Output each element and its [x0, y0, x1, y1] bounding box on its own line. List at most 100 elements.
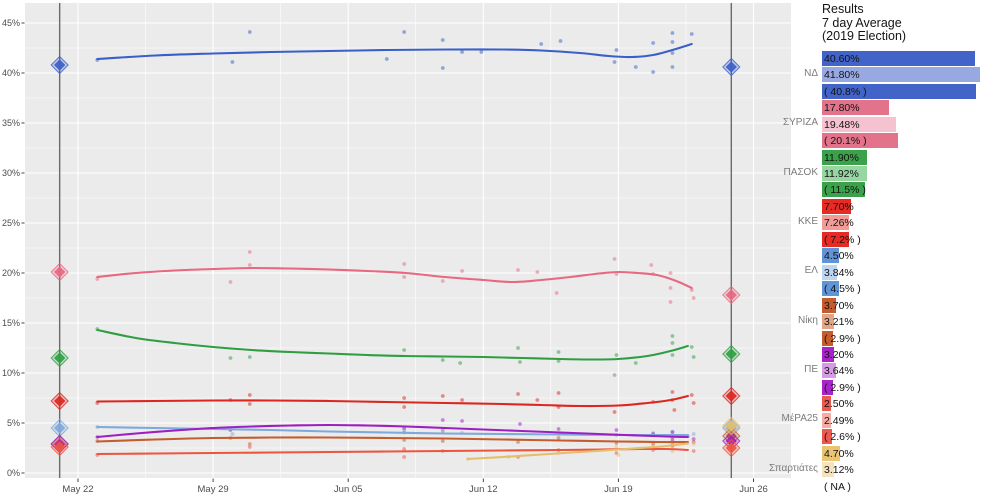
- poll-point-ΠΑΣΟΚ: [670, 353, 675, 357]
- legend-bar-value: 17.80%: [824, 102, 860, 115]
- legend-bar-value: ( 2.9% ): [824, 381, 861, 394]
- party-label: ΚΚΕ: [797, 216, 818, 228]
- may-result-diamond-ΕΛ: [54, 422, 66, 434]
- legend-bar: ( 2.6% ): [822, 429, 861, 445]
- poll-point-ΣΥΡΙΖΑ: [649, 263, 654, 267]
- poll-point-Νίκη: [516, 440, 520, 444]
- poll-point-ΣΥΡΙΖΑ: [95, 277, 100, 281]
- legend-row-ΣΥΡΙΖΑ: ΣΥΡΙΖΑ 17.80% 19.48% ( 20.1% ): [760, 100, 1000, 149]
- poll-point-ΠΕ: [670, 430, 675, 434]
- legend-bar: 17.80%: [822, 100, 890, 116]
- poll-point-ΚΚΕ: [460, 398, 464, 402]
- legend-title-line-average: 7 day Average: [822, 15, 902, 30]
- legend-bar: 4.70%: [822, 445, 854, 461]
- poll-point-ΣΥΡΙΖΑ: [402, 275, 407, 279]
- legend-bar-value: 3.12%: [824, 464, 854, 477]
- may-result-diamond-ΝΔ: [54, 59, 66, 71]
- legend-bar-value: 11.92%: [824, 168, 859, 181]
- trend-line-Σπαρτιάτες: [466, 442, 689, 461]
- legend-bar-value: 4.50%: [824, 250, 854, 263]
- poll-point-ΚΚΕ: [670, 390, 675, 394]
- poll-point-ΝΔ: [614, 48, 619, 52]
- poll-point-ΝΔ: [670, 40, 675, 44]
- legend-row-ΝΔ: ΝΔ 40.60% 41.80% ( 40.8% ): [760, 51, 1000, 100]
- result-diamond-Σπαρτιάτες: [725, 420, 737, 432]
- legend-bar: 2.49%: [822, 412, 854, 428]
- may-result-diamond-ΜέΡΑ25: [54, 441, 66, 453]
- legend-bar: ( 2.9% ): [822, 330, 861, 346]
- poll-point-ΝΔ: [479, 50, 484, 54]
- poll-point-ΣΥΡΙΖΑ: [460, 269, 464, 273]
- legend-bar-value: 3.84%: [824, 266, 854, 279]
- legend-row-ΠΕ: ΠΕ 3.20% 3.64% ( 2.9% ): [760, 347, 1000, 396]
- legend-bar-value: 2.50%: [824, 398, 854, 411]
- poll-point-ΝΔ: [651, 41, 656, 45]
- party-bars: 3.70% 3.21% ( 2.9% ): [822, 297, 861, 347]
- poll-point-ΜέΡΑ25: [691, 449, 696, 453]
- poll-point-ΝΔ: [558, 39, 563, 43]
- x-tick-label: Jun 12: [469, 484, 498, 495]
- legend-bar: 11.90%: [822, 149, 867, 165]
- poll-point-ΝΔ: [539, 42, 544, 46]
- legend-row-Σπαρτιάτες: Σπαρτιάτες 4.70% 3.12% ( NA ): [760, 445, 1000, 495]
- poll-point-ΣΥΡΙΖΑ: [668, 271, 673, 275]
- poll-point-ΝΔ: [247, 30, 252, 34]
- poll-point-ΠΕ: [556, 427, 561, 431]
- poll-point-ΣΥΡΙΖΑ: [535, 270, 540, 274]
- legend-bar: 3.70%: [822, 297, 854, 313]
- poll-point-ΠΑΣΟΚ: [458, 361, 463, 365]
- legend-bar: ( 11.5% ): [822, 182, 866, 198]
- poll-point-ΚΚΕ: [672, 408, 677, 412]
- poll-point-ΜέΡΑ25: [402, 455, 407, 459]
- legend-bar: ( 40.8% ): [822, 83, 977, 99]
- legend-row-ΜέΡΑ25: ΜέΡΑ25 2.50% 2.49% ( 2.6% ): [760, 396, 1000, 445]
- may-result-diamond-ΠΑΣΟΚ: [54, 352, 66, 364]
- legend-bar-value: 11.90%: [824, 151, 859, 164]
- party-bars: 2.50% 2.49% ( 2.6% ): [822, 396, 861, 445]
- poll-point-ΠΑΣΟΚ: [614, 353, 619, 357]
- legend-bar: 4.50%: [822, 248, 854, 264]
- poll-point-ΣΥΡΙΖΑ: [691, 296, 696, 300]
- legend-bar: 3.12%: [822, 462, 854, 478]
- legend-row-ΕΛ: ΕΛ 4.50% 3.84% ( 4.5% ): [760, 248, 1000, 297]
- poll-point-ΝΔ: [670, 31, 675, 35]
- trend-line-ΠΕ: [96, 423, 689, 439]
- poll-point-ΝΔ: [230, 60, 235, 64]
- poll-point-ΠΑΣΟΚ: [518, 360, 522, 364]
- legend-bar-value: ( 20.1% ): [824, 135, 867, 148]
- legend-bar-value: 3.64%: [824, 365, 854, 378]
- legend-bar-value: 41.80%: [824, 69, 860, 82]
- poll-point-Νίκη: [247, 442, 252, 446]
- result-diamond-ΠΑΣΟΚ: [725, 348, 737, 360]
- poll-point-ΣΥΡΙΖΑ: [554, 291, 559, 295]
- legend-bar-value: ( 2.9% ): [824, 332, 861, 345]
- poll-point-ΝΔ: [670, 51, 675, 55]
- legend-bar: 41.80%: [822, 67, 980, 83]
- poll-point-ΠΑΣΟΚ: [691, 355, 696, 359]
- result-diamond-ΣΥΡΙΖΑ: [725, 289, 737, 301]
- y-tick-label: 25%: [2, 218, 20, 228]
- y-tick-label: 20%: [2, 268, 20, 278]
- trend-line-ΠΑΣΟΚ: [96, 328, 689, 361]
- poll-point-ΝΔ: [440, 38, 445, 42]
- poll-point-ΝΔ: [670, 65, 675, 69]
- trend-line-ΣΥΡΙΖΑ: [96, 266, 693, 290]
- poll-point-ΠΑΣΟΚ: [228, 356, 233, 360]
- result-diamond-ΜέΡΑ25: [725, 442, 737, 454]
- y-tick-label: 35%: [2, 118, 20, 128]
- trend-line-ΚΚΕ: [96, 394, 689, 408]
- legend-bar-value: 3.21%: [824, 316, 854, 329]
- poll-point-ΚΚΕ: [247, 402, 252, 406]
- poll-point-Νίκη: [440, 439, 445, 443]
- poll-point-ΠΑΣΟΚ: [516, 346, 520, 350]
- legend-bar: 3.84%: [822, 264, 854, 280]
- may-result-diamond-ΣΥΡΙΖΑ: [54, 266, 66, 278]
- poll-point-ΣΥΡΙΖΑ: [668, 300, 673, 304]
- poll-point-ΝΔ: [440, 66, 445, 70]
- poll-point-ΠΕ: [670, 438, 675, 442]
- legend-row-ΠΑΣΟΚ: ΠΑΣΟΚ 11.90% 11.92% ( 11.5% ): [760, 149, 1000, 199]
- party-label: ΠΑΣΟΚ: [783, 166, 818, 178]
- y-tick-label: 5%: [7, 418, 20, 428]
- legend-bar-value: 7.26%: [824, 217, 854, 230]
